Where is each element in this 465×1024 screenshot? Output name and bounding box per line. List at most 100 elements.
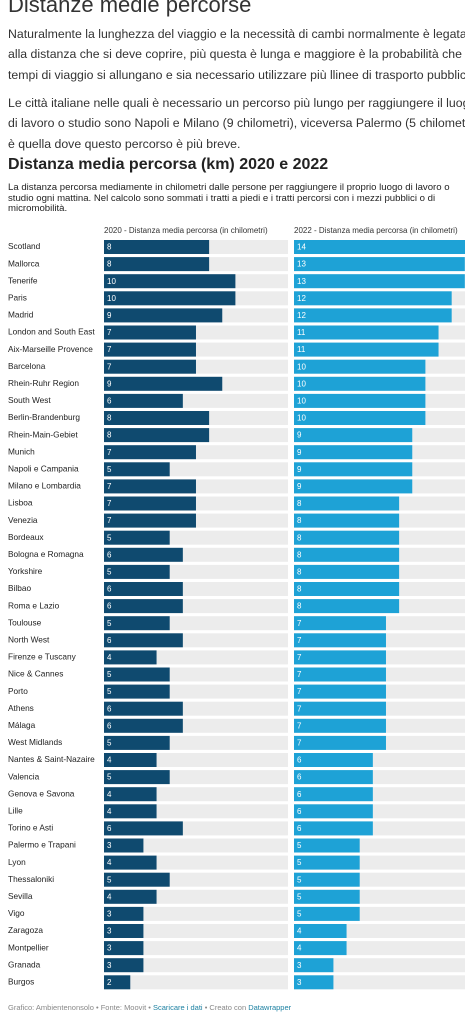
bar-background xyxy=(104,941,288,956)
bar xyxy=(104,599,183,614)
value-label: 2 xyxy=(107,978,112,987)
value-label: 4 xyxy=(107,858,112,867)
bar xyxy=(104,684,170,699)
bar xyxy=(294,496,400,511)
value-label: 5 xyxy=(297,892,302,901)
value-label: 8 xyxy=(297,602,302,611)
bar xyxy=(104,906,144,921)
value-label: 5 xyxy=(107,533,112,542)
bar xyxy=(294,667,386,682)
value-label: 6 xyxy=(297,790,302,799)
value-label: 7 xyxy=(297,670,302,679)
bar xyxy=(294,633,386,648)
tool-link[interactable]: Datawrapper xyxy=(248,1003,292,1012)
bar xyxy=(294,564,400,579)
bar xyxy=(294,274,465,289)
bar xyxy=(104,376,223,391)
bar xyxy=(294,513,400,528)
download-link[interactable]: Scaricare i dati xyxy=(152,1003,203,1012)
category-label: Lisboa xyxy=(8,498,33,508)
column-header: 2022 - Distanza media percorsa (in chilo… xyxy=(294,226,458,235)
bar xyxy=(104,530,170,545)
bar xyxy=(104,701,183,716)
bar-background xyxy=(104,975,288,990)
bar xyxy=(294,924,347,938)
value-label: 7 xyxy=(107,448,112,457)
bar xyxy=(294,257,465,272)
value-label: 6 xyxy=(107,585,112,594)
category-label: Yorkshire xyxy=(8,566,43,576)
bar xyxy=(104,496,196,511)
value-label: 8 xyxy=(297,568,302,577)
category-label: Rhein-Main-Gebiet xyxy=(8,429,78,439)
bar xyxy=(104,291,236,306)
value-label: 4 xyxy=(107,807,112,816)
value-label: 9 xyxy=(107,311,112,320)
value-label: 9 xyxy=(297,482,302,491)
value-label: 6 xyxy=(107,397,112,406)
bar xyxy=(104,616,170,631)
bar xyxy=(104,975,131,990)
bar xyxy=(104,872,170,887)
bar xyxy=(294,906,360,921)
bar-background xyxy=(294,975,465,990)
article-title: Distanze medie percorse xyxy=(8,0,252,17)
bar xyxy=(104,889,157,904)
made-with: Creato con xyxy=(209,1003,247,1012)
value-label: 7 xyxy=(297,687,302,696)
value-label: 5 xyxy=(107,739,112,748)
value-label: 7 xyxy=(297,721,302,730)
bar xyxy=(294,958,334,973)
category-label: Palermo e Trapani xyxy=(8,840,76,850)
value-label: 11 xyxy=(297,345,306,354)
paragraph: Le città italiane nelle quali è necessar… xyxy=(8,96,465,151)
bar xyxy=(294,325,439,340)
bar xyxy=(104,274,236,289)
category-label: Bologna e Romagna xyxy=(8,549,84,559)
bar xyxy=(294,428,413,443)
value-label: 3 xyxy=(107,927,112,936)
value-label: 8 xyxy=(297,499,302,508)
bar xyxy=(294,393,426,408)
bar xyxy=(294,308,452,323)
bar xyxy=(104,445,196,460)
category-label: Berlin-Brandenburg xyxy=(8,412,80,422)
bar xyxy=(294,547,400,562)
value-label: 13 xyxy=(297,277,306,286)
value-label: 4 xyxy=(297,927,302,936)
bar-background xyxy=(104,924,288,938)
value-label: 7 xyxy=(297,653,302,662)
bar xyxy=(104,855,157,870)
value-label: 8 xyxy=(107,243,112,252)
value-label: 7 xyxy=(297,619,302,628)
category-label: Venezia xyxy=(8,515,38,525)
value-label: 4 xyxy=(297,944,302,953)
bar xyxy=(104,513,196,528)
category-label: Montpellier xyxy=(8,942,49,952)
bar xyxy=(104,753,157,767)
bar xyxy=(104,735,170,750)
bar xyxy=(294,735,386,750)
bar xyxy=(104,411,210,425)
bar xyxy=(104,428,210,443)
value-label: 7 xyxy=(107,328,112,337)
category-label: Vigo xyxy=(8,908,25,918)
category-label: Porto xyxy=(8,686,28,696)
value-label: 10 xyxy=(107,277,116,286)
category-label: Tenerife xyxy=(8,275,38,285)
value-label: 5 xyxy=(107,465,112,474)
separator: • xyxy=(95,1003,99,1012)
category-label: Nantes & Saint-Nazaire xyxy=(8,754,95,764)
category-label: Roma e Lazio xyxy=(8,600,60,610)
bar xyxy=(294,530,400,545)
value-label: 6 xyxy=(297,807,302,816)
value-label: 6 xyxy=(297,773,302,782)
bar-background xyxy=(104,906,288,921)
category-label: Rhein-Ruhr Region xyxy=(8,378,79,388)
value-label: 9 xyxy=(297,448,302,457)
value-label: 6 xyxy=(107,721,112,730)
category-label: Milano e Lombardia xyxy=(8,481,81,491)
category-label: Burgos xyxy=(8,976,34,986)
chart-subtitle: La distanza percorsa mediamente in chilo… xyxy=(8,182,450,214)
category-label: Madrid xyxy=(8,310,34,320)
